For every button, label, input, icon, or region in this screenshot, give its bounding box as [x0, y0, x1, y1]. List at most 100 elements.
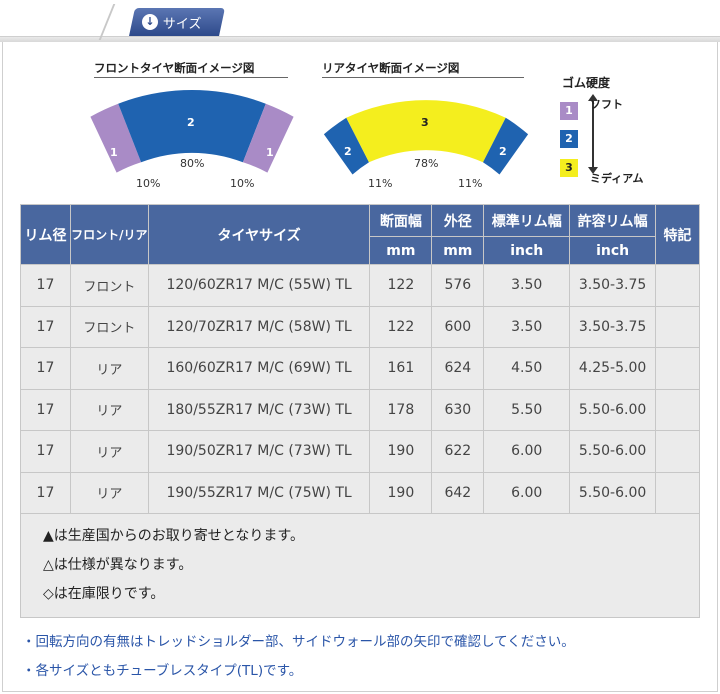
rear-label-left: 2	[344, 145, 352, 158]
cell-rim: 17	[20, 388, 71, 431]
cell-note	[655, 264, 700, 307]
cell-position: リア	[69, 471, 149, 514]
size-panel	[2, 42, 718, 692]
front-pct-left: 10%	[136, 177, 160, 190]
table-footnotes: ▲は生産国からのお取り寄せとなります。 △は仕様が異なります。 ◇は在庫限りです…	[20, 513, 700, 618]
cell-position: リア	[69, 388, 149, 431]
legend-swatch-2: 2	[560, 130, 578, 148]
cell-std-rim: 3.50	[483, 264, 571, 307]
front-segment-center	[118, 90, 266, 163]
cell-section-width: 122	[369, 305, 433, 348]
section-tab-bar: ↓ サイズ	[0, 0, 720, 44]
size-notes: ・回転方向の有無はトレッドショルダー部、サイドウォール部の矢印で確認してください…	[22, 628, 575, 686]
rear-tire-diagram: リアタイヤ断面イメージ図 3 2 2 78% 11% 11%	[322, 60, 532, 190]
footnote-limited-stock: ◇は在庫限りです。	[43, 586, 165, 602]
rear-label-center: 3	[421, 116, 429, 129]
header-unit-inch: inch	[483, 236, 571, 265]
cell-section-width: 190	[369, 471, 433, 514]
front-diagram-svg: 2 1 1 80% 10% 10%	[90, 90, 294, 190]
cell-section-width: 178	[369, 388, 433, 431]
cell-outer-diameter: 630	[431, 388, 485, 431]
front-segment-left	[90, 103, 142, 173]
cell-outer-diameter: 624	[431, 347, 485, 390]
tab-divider	[98, 4, 130, 40]
front-diagram-title: フロントタイヤ断面イメージ図	[94, 61, 255, 75]
cell-position: フロント	[69, 264, 149, 307]
cell-note	[655, 305, 700, 348]
header-std-rim-width: 標準リム幅	[483, 204, 571, 237]
header-position: フロント/リア	[69, 204, 149, 265]
cell-allowed-rim: 5.50-6.00	[569, 388, 657, 431]
cell-section-width: 122	[369, 264, 433, 307]
tire-size-table: リム径 フロント/リア タイヤサイズ 断面幅 外径 標準リム幅 許容リム幅 特記…	[20, 204, 700, 618]
header-rim: リム径	[20, 204, 71, 265]
rear-label-right: 2	[499, 145, 507, 158]
rear-segment-right	[483, 117, 529, 175]
cell-std-rim: 6.00	[483, 430, 571, 473]
legend-title: ゴム硬度	[562, 76, 611, 90]
rear-segment-center	[346, 100, 506, 163]
cell-allowed-rim: 5.50-6.00	[569, 430, 657, 473]
cell-outer-diameter: 600	[431, 305, 485, 348]
header-section-width: 断面幅	[369, 204, 433, 237]
table-row: 17 フロント 120/60ZR17 M/C (55W) TL 122 576 …	[20, 264, 700, 307]
rear-pct-right: 11%	[458, 177, 482, 190]
header-unit-mm: mm	[369, 236, 433, 265]
cell-outer-diameter: 576	[431, 264, 485, 307]
front-segment-right	[242, 103, 294, 173]
cell-std-rim: 4.50	[483, 347, 571, 390]
note-rotation-direction: ・回転方向の有無はトレッドショルダー部、サイドウォール部の矢印で確認してください…	[22, 634, 575, 650]
cell-section-width: 161	[369, 347, 433, 390]
table-row: 17 フロント 120/70ZR17 M/C (58W) TL 122 600 …	[20, 305, 700, 348]
cell-position: リア	[69, 430, 149, 473]
cell-rim: 17	[20, 471, 71, 514]
cell-rim: 17	[20, 430, 71, 473]
tab-size-label: サイズ	[163, 16, 202, 32]
cell-outer-diameter: 622	[431, 430, 485, 473]
cell-note	[655, 430, 700, 473]
cell-size: 120/70ZR17 M/C (58W) TL	[147, 305, 371, 348]
tab-rail	[0, 36, 720, 42]
table-row: 17 リア 190/55ZR17 M/C (75W) TL 190 642 6.…	[20, 471, 700, 514]
cell-rim: 17	[20, 347, 71, 390]
footnote-row: ▲は生産国からのお取り寄せとなります。 △は仕様が異なります。 ◇は在庫限りです…	[20, 513, 700, 618]
cell-size: 120/60ZR17 M/C (55W) TL	[147, 264, 371, 307]
cell-allowed-rim: 3.50-3.75	[569, 305, 657, 348]
footnote-spec-diff: △は仕様が異なります。	[43, 557, 193, 573]
front-pct-right: 10%	[230, 177, 254, 190]
hardness-arrow	[588, 94, 598, 174]
rear-segment-left	[323, 117, 369, 175]
cell-note	[655, 347, 700, 390]
cell-size: 160/60ZR17 M/C (69W) TL	[147, 347, 371, 390]
tab-size[interactable]: ↓ サイズ	[129, 8, 225, 36]
rear-diagram-title: リアタイヤ断面イメージ図	[322, 61, 460, 75]
cell-section-width: 190	[369, 430, 433, 473]
cell-std-rim: 6.00	[483, 471, 571, 514]
front-label-right: 1	[266, 146, 274, 159]
footnote-import: ▲は生産国からのお取り寄せとなります。	[43, 528, 304, 544]
front-label-left: 1	[110, 146, 118, 159]
cell-rim: 17	[20, 305, 71, 348]
cell-note	[655, 388, 700, 431]
front-diagram-underline	[94, 77, 288, 78]
cell-rim: 17	[20, 264, 71, 307]
header-unit-inch: inch	[569, 236, 657, 265]
header-size: タイヤサイズ	[147, 204, 371, 265]
download-arrow-icon: ↓	[142, 14, 158, 30]
cell-position: フロント	[69, 305, 149, 348]
legend-label-medium: ミディアム	[590, 172, 644, 185]
legend-swatch-3: 3	[560, 159, 578, 177]
cell-size: 190/55ZR17 M/C (75W) TL	[147, 471, 371, 514]
legend-label-soft: ソフト	[590, 98, 623, 111]
cell-std-rim: 5.50	[483, 388, 571, 431]
header-unit-mm: mm	[431, 236, 485, 265]
rubber-hardness-legend: ゴム硬度 1 2 3 ソフト ミディアム	[556, 74, 666, 185]
cell-note	[655, 471, 700, 514]
front-pct-center: 80%	[180, 157, 204, 170]
table-row: 17 リア 180/55ZR17 M/C (73W) TL 178 630 5.…	[20, 388, 700, 431]
cell-allowed-rim: 4.25-5.00	[569, 347, 657, 390]
rear-pct-center: 78%	[414, 157, 438, 170]
cell-std-rim: 3.50	[483, 305, 571, 348]
cell-size: 180/55ZR17 M/C (73W) TL	[147, 388, 371, 431]
rear-pct-left: 11%	[368, 177, 392, 190]
